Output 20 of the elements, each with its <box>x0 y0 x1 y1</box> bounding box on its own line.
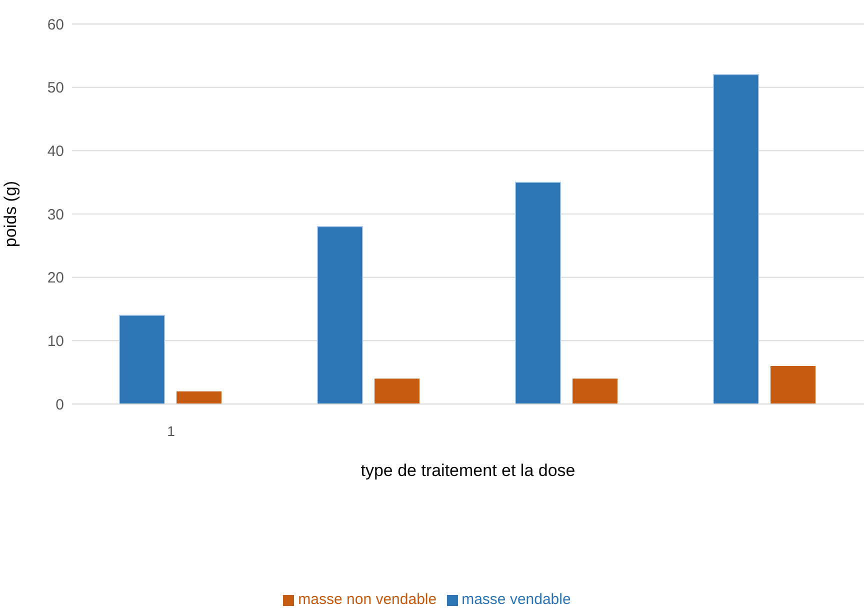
y-tick-label: 20 <box>47 270 64 287</box>
bar <box>515 182 562 404</box>
legend-label: masse non vendable <box>298 591 437 608</box>
bar <box>119 314 166 404</box>
bar <box>374 378 420 404</box>
y-tick-label: 10 <box>47 332 64 350</box>
x-tick-label: 1 <box>167 422 176 439</box>
bar <box>176 391 222 404</box>
bar <box>770 366 816 404</box>
bar <box>317 226 364 404</box>
bar <box>713 74 760 404</box>
y-tick-label: 30 <box>47 206 64 224</box>
y-axis-title: poids (g) <box>1 180 20 248</box>
y-tick-label: 0 <box>56 396 64 414</box>
y-tick-label: 60 <box>47 16 64 34</box>
y-tick-label: 50 <box>47 80 64 97</box>
bar <box>572 378 618 404</box>
legend-label: masse vendable <box>462 591 571 608</box>
y-tick-label: 40 <box>47 142 64 160</box>
x-axis-title: type de traitement et la dose <box>360 461 576 480</box>
